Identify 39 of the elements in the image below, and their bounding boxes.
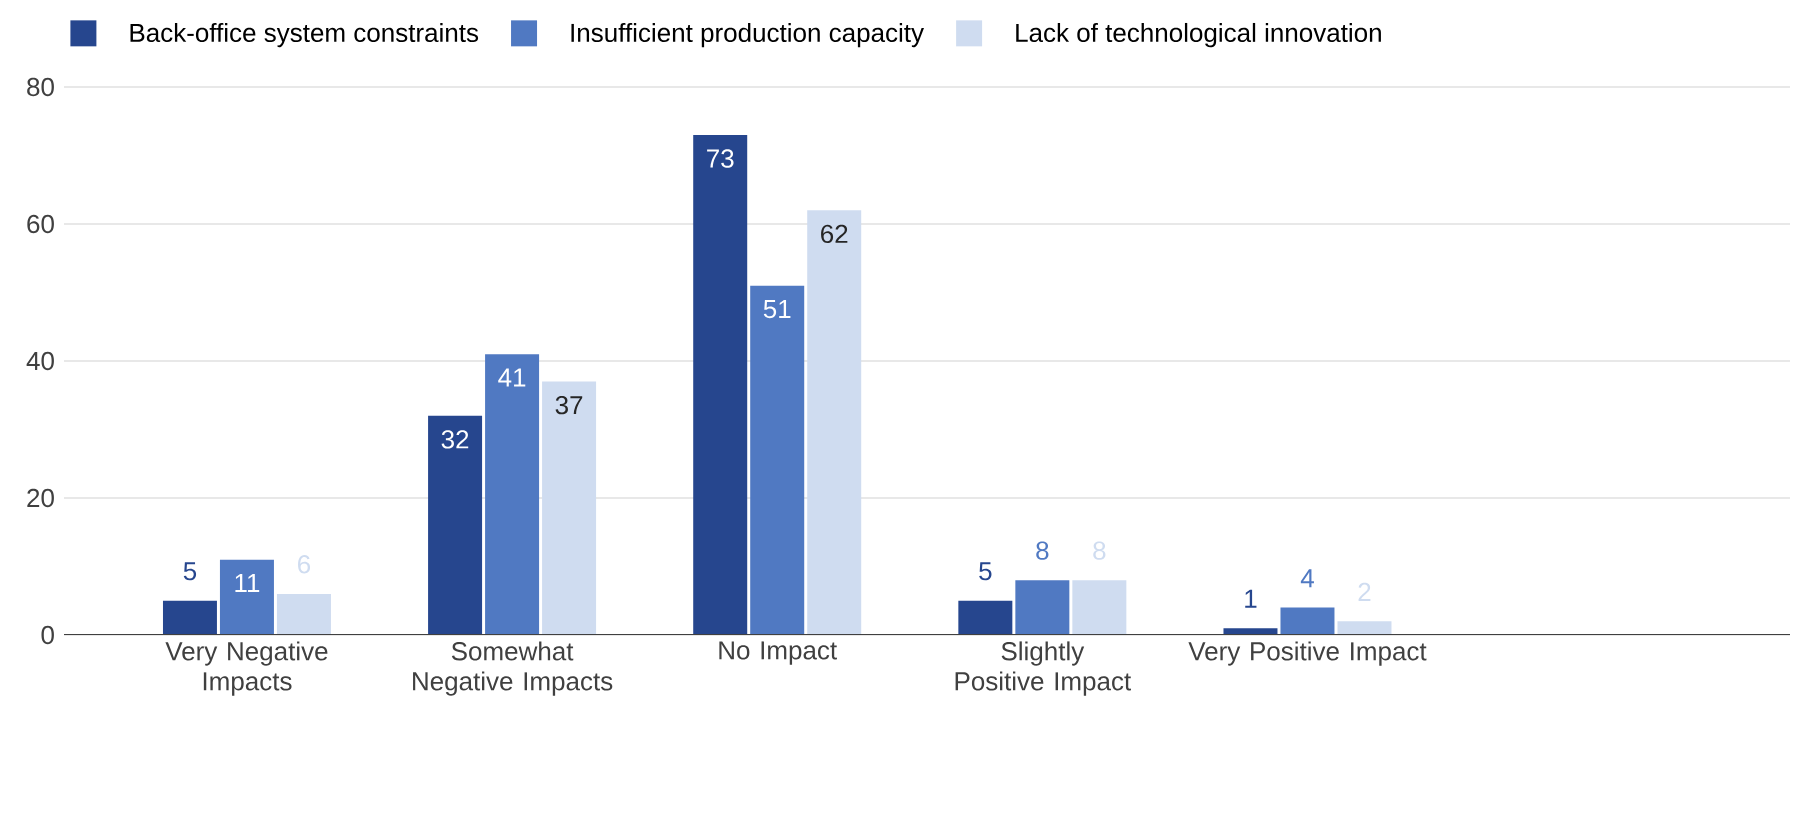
- data-label: 8: [1036, 541, 1049, 560]
- y-tick-label: 80: [27, 77, 54, 97]
- data-label: 41: [498, 368, 526, 387]
- bar: [219, 559, 274, 635]
- x-tick-label: Very Negative Impacts: [165, 641, 328, 696]
- bar: [693, 134, 748, 635]
- bar: [750, 285, 805, 635]
- data-label: 4: [1300, 569, 1314, 588]
- bar: [807, 210, 862, 635]
- bar: [1280, 607, 1335, 635]
- bar: [1337, 621, 1392, 635]
- bar: [1072, 580, 1127, 635]
- data-label: 62: [821, 224, 848, 244]
- bar: [162, 600, 217, 635]
- data-label: 32: [441, 430, 469, 449]
- legend-label: Lack of technological innovation: [1016, 22, 1381, 48]
- y-tick-label: 20: [27, 488, 54, 508]
- y-tick-label: 40: [26, 351, 54, 371]
- x-tick-label: Very Positive Impact: [1188, 641, 1427, 666]
- bar: [428, 415, 483, 635]
- bar: [485, 354, 540, 635]
- data-label: 73: [707, 149, 734, 168]
- data-label: 11: [235, 574, 260, 592]
- data-label: 1: [1245, 589, 1257, 608]
- data-label: 51: [763, 300, 791, 319]
- legend-label: Insufficient production capacity: [571, 22, 924, 48]
- y-tick-label: 60: [27, 214, 54, 234]
- legend-label: Back-office system constraints: [130, 22, 479, 48]
- bar: [276, 593, 331, 635]
- data-label: 5: [979, 562, 992, 581]
- data-label: 5: [183, 562, 197, 581]
- x-tick-label: Slightly Positive Impact: [955, 641, 1131, 696]
- x-tick-label: No Impact: [719, 641, 837, 665]
- bar: [1015, 580, 1070, 635]
- bar: [542, 381, 597, 635]
- y-tick-label: 0: [41, 625, 54, 645]
- x-tick-label: Somewhat Negative Impacts: [413, 641, 613, 696]
- bar: [958, 600, 1013, 635]
- data-label: 37: [555, 395, 583, 415]
